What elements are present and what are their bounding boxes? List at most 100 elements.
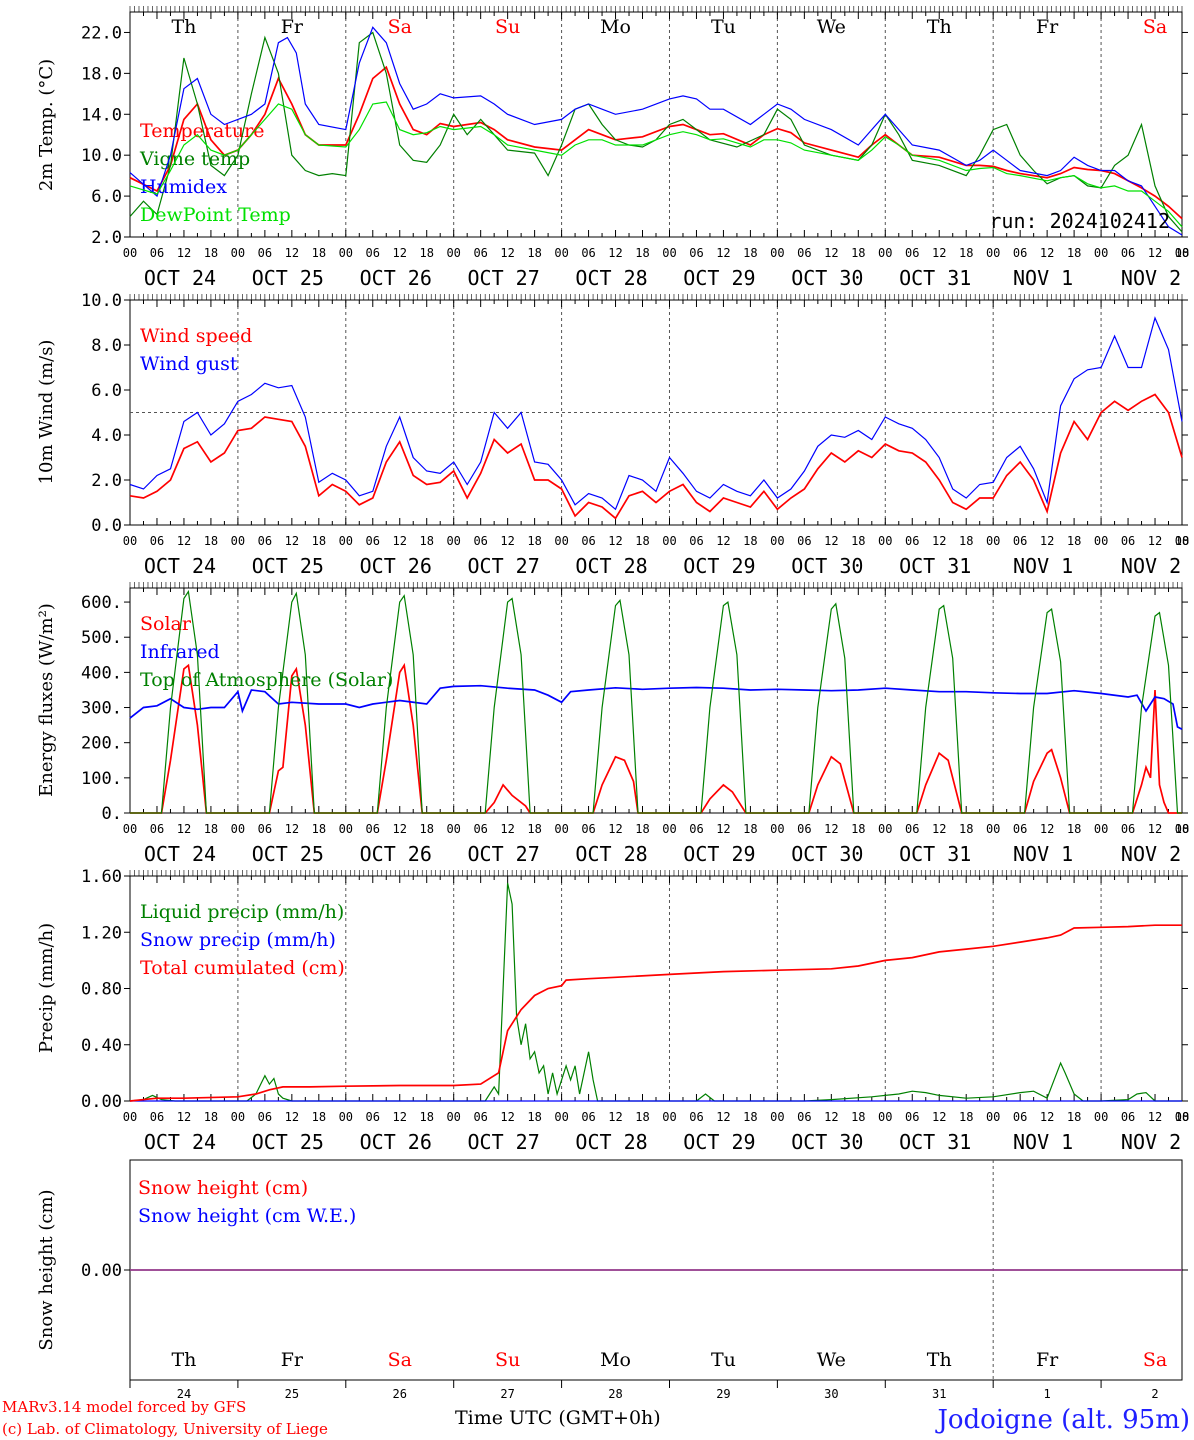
day-number: 2: [1151, 1387, 1158, 1401]
day-number: 26: [393, 1387, 407, 1401]
day-label: Fr: [1036, 1349, 1059, 1371]
hour-label: 06: [689, 246, 703, 260]
day-number: 24: [177, 1387, 191, 1401]
panel-2: 0.0 2.0 4.0 6.0 8.0 10.0 10m Wind (m/s) Wind sp…: [36, 291, 1189, 578]
hour-label: 00: [878, 246, 892, 260]
date-label: OCT 26: [360, 554, 432, 578]
hour-label: 18: [959, 1110, 973, 1124]
hour-label: 12: [285, 1110, 299, 1124]
hour-label: 18: [204, 246, 218, 260]
date-label: NOV 1: [1013, 554, 1073, 578]
hour-label: 06: [258, 534, 272, 548]
hour-label: 00: [1094, 822, 1108, 836]
hour-label: 06: [581, 246, 595, 260]
day-label: Mo: [600, 16, 631, 38]
date-label: NOV 2: [1121, 554, 1181, 578]
date-label: OCT 29: [683, 842, 755, 866]
date-label: OCT 25: [252, 842, 324, 866]
date-label: OCT 28: [575, 1130, 647, 1154]
day-number: 31: [932, 1387, 946, 1401]
date-label: OCT 24: [144, 554, 216, 578]
hour-label: 06: [905, 534, 919, 548]
hour-label: 06: [150, 534, 164, 548]
y-tick-label: 400.: [81, 663, 122, 683]
series-line-1: [129, 393, 1183, 520]
hour-label: 18: [419, 822, 433, 836]
legend-entry: Top of Atmosphere (Solar): [140, 669, 393, 691]
date-label: OCT 29: [683, 554, 755, 578]
day-label: Tu: [711, 1349, 736, 1371]
hour-label: 12: [393, 1110, 407, 1124]
hour-label: 12: [1148, 534, 1162, 548]
run-annotation: run: 2024102412: [989, 209, 1170, 233]
hour-label: 06: [1121, 822, 1135, 836]
y-tick-label: 0.: [102, 804, 122, 824]
date-label: OCT 26: [360, 266, 432, 290]
day-label: Sa: [388, 16, 412, 38]
day-label: Fr: [281, 1349, 304, 1371]
hour-label: 12: [500, 822, 514, 836]
hour-label: 06: [258, 822, 272, 836]
y-tick-label: 22.0: [81, 23, 122, 43]
hour-label: 12: [393, 534, 407, 548]
y-tick-label: 10.0: [81, 146, 122, 166]
x-axis-title: Time UTC (GMT+0h): [455, 1407, 661, 1429]
hour-label: 18: [419, 534, 433, 548]
hour-label: 12: [716, 246, 730, 260]
panel-3: 0. 100. 200. 300. 400. 500. 600. Energy fluxes …: [36, 582, 1189, 866]
day-label: Mo: [600, 1349, 631, 1371]
date-label: OCT 24: [144, 1130, 216, 1154]
y-tick-label: 1.20: [81, 923, 122, 943]
hour-label: 00: [986, 246, 1000, 260]
hour-label: 00: [770, 1110, 784, 1124]
date-label: OCT 29: [683, 1130, 755, 1154]
legend-entry: Temperature: [140, 120, 264, 142]
hour-label: 06: [797, 822, 811, 836]
legend-entry: Liquid precip (mm/h): [140, 901, 344, 923]
hour-label: 18: [1067, 246, 1081, 260]
hour-label: 12: [824, 822, 838, 836]
hour-label: 06: [581, 534, 595, 548]
hour-label: 18: [204, 822, 218, 836]
date-label: OCT 31: [899, 554, 971, 578]
series-line-2: [129, 316, 1183, 511]
hour-label: 06: [473, 1110, 487, 1124]
y-tick-label: 4.0: [91, 426, 122, 446]
hour-label: 00: [986, 1110, 1000, 1124]
hour-label: 06: [797, 246, 811, 260]
day-label: Fr: [281, 16, 304, 38]
hour-label: 18: [1175, 534, 1189, 548]
hour-label: 00: [770, 246, 784, 260]
hour-label: 12: [824, 534, 838, 548]
day-number: 27: [500, 1387, 514, 1401]
hour-label: 00: [554, 1110, 568, 1124]
station-title: Jodoigne (alt. 95m): [934, 1405, 1190, 1435]
hour-label: 06: [689, 822, 703, 836]
hour-label: 06: [473, 534, 487, 548]
hour-label: 12: [608, 534, 622, 548]
hour-label: 06: [366, 1110, 380, 1124]
hour-label: 12: [1040, 246, 1054, 260]
hour-label: 06: [258, 1110, 272, 1124]
hour-label: 12: [824, 246, 838, 260]
y-tick-label: 0.00: [81, 1261, 122, 1281]
date-label: NOV 2: [1121, 1130, 1181, 1154]
date-label: OCT 25: [252, 266, 324, 290]
hour-label: 12: [285, 534, 299, 548]
hour-label: 18: [419, 246, 433, 260]
hour-label: 12: [1040, 1110, 1054, 1124]
hour-label: 06: [1013, 1110, 1027, 1124]
legend-entry: Infrared: [140, 641, 220, 663]
hour-label: 00: [231, 534, 245, 548]
hour-label: 00: [554, 534, 568, 548]
y-axis-label: 10m Wind (m/s): [36, 340, 57, 485]
date-label: OCT 24: [144, 842, 216, 866]
hour-label: 12: [177, 246, 191, 260]
date-label: NOV 2: [1121, 842, 1181, 866]
hour-label: 06: [581, 1110, 595, 1124]
hour-label: 18: [204, 1110, 218, 1124]
hour-label: 18: [419, 1110, 433, 1124]
day-label: Su: [495, 1349, 520, 1371]
hour-label: 12: [608, 822, 622, 836]
hour-label: 00: [123, 1110, 137, 1124]
